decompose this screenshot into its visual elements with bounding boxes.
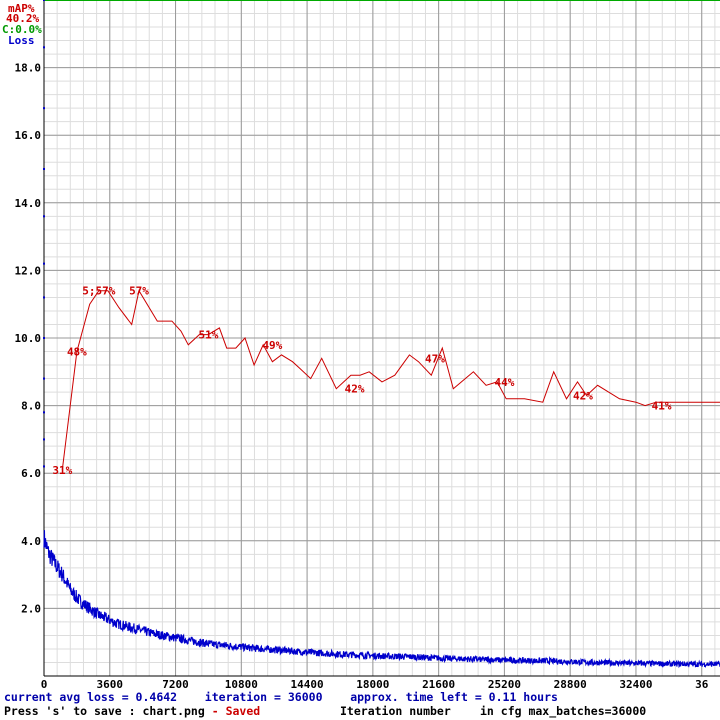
save-hint-text: Press 's' to save : chart.png <box>4 704 205 718</box>
loss-point <box>43 465 45 468</box>
x-tick-label: 21600 <box>422 678 455 691</box>
loss-series <box>43 0 720 669</box>
legend-loss-label: Loss <box>8 34 35 47</box>
loss-point <box>43 411 45 414</box>
x-tick-label: 14400 <box>291 678 324 691</box>
x-tick-label: 7200 <box>162 678 189 691</box>
map-series <box>61 289 720 470</box>
x-tick-label: 10800 <box>225 678 258 691</box>
loss-point <box>43 377 45 380</box>
loss-point <box>43 215 45 218</box>
map-point-label: 48% <box>67 346 87 359</box>
map-point-label: 42% <box>345 383 365 396</box>
loss-point <box>43 337 45 339</box>
legend-map-value: 40.2% <box>6 12 39 25</box>
loss-point <box>43 296 45 299</box>
major-grid <box>44 0 720 676</box>
x-tick-label: 28800 <box>554 678 587 691</box>
loss-point <box>43 0 45 1</box>
loss-point <box>43 438 45 441</box>
status-line-1: current avg loss = 0.4642 iteration = 36… <box>4 690 558 704</box>
map-point-label: 41% <box>652 400 672 413</box>
y-tick-label: 4.0 <box>21 535 41 548</box>
y-tick-label: 2.0 <box>21 602 41 615</box>
x-tick-labels: 0 3600 7200 10800 14400 18000 21600 25200 28800 3… <box>41 678 709 691</box>
time-left-text: approx. time left = 0.11 hours <box>350 690 558 704</box>
map-point-label: 44% <box>494 376 514 389</box>
y-tick-label: 10.0 <box>15 332 42 345</box>
x-tick-label: 3600 <box>97 678 124 691</box>
max-batches-text: in cfg max_batches=36000 <box>480 704 647 718</box>
y-tick-label: 12.0 <box>15 264 42 277</box>
iteration-text: iteration = 36000 <box>204 690 323 704</box>
x-tick-label: 0 <box>41 678 48 691</box>
x-tick-label: 18000 <box>356 678 389 691</box>
loss-point <box>43 168 45 170</box>
map-point-label: 51% <box>198 329 218 342</box>
x-tick-label: 25200 <box>488 678 521 691</box>
map-point-label: 42% <box>573 389 593 402</box>
map-point-label: 49% <box>262 339 282 352</box>
map-point-labels: 31% 48% 5;57% 57% 51% 49% 42% 47% 44% 42% 41% <box>52 285 672 477</box>
y-tick-label: 16.0 <box>15 129 42 142</box>
loss-point <box>43 107 45 110</box>
legend-map-label: mAP% <box>8 2 35 15</box>
map-point-label: 47% <box>425 352 445 365</box>
x-tick-label: 36 <box>695 678 709 691</box>
status-line-2: Press 's' to save : chart.png - Saved Ite… <box>4 704 646 718</box>
x-tick-label: 32400 <box>619 678 652 691</box>
y-tick-labels: 2.0 4.0 6.0 8.0 10.0 12.0 14.0 16.0 18.0 <box>15 62 42 616</box>
y-tick-label: 6.0 <box>21 467 41 480</box>
y-tick-label: 18.0 <box>15 62 42 75</box>
y-tick-label: 8.0 <box>21 400 41 413</box>
map-point-label: 31% <box>52 464 72 477</box>
loss-point <box>43 262 45 265</box>
legend-c-label: C:0.0% <box>2 23 42 36</box>
map-point-label: 57% <box>129 285 149 298</box>
loss-line <box>43 530 720 669</box>
x-axis-title: Iteration number <box>340 704 451 718</box>
avg-loss-text: current avg loss = 0.4642 <box>4 690 178 704</box>
y-tick-label: 14.0 <box>15 197 42 210</box>
map-point-label: 5;57% <box>82 285 115 298</box>
map-line <box>61 289 720 470</box>
saved-text: - Saved <box>211 704 261 718</box>
loss-point <box>43 46 45 49</box>
